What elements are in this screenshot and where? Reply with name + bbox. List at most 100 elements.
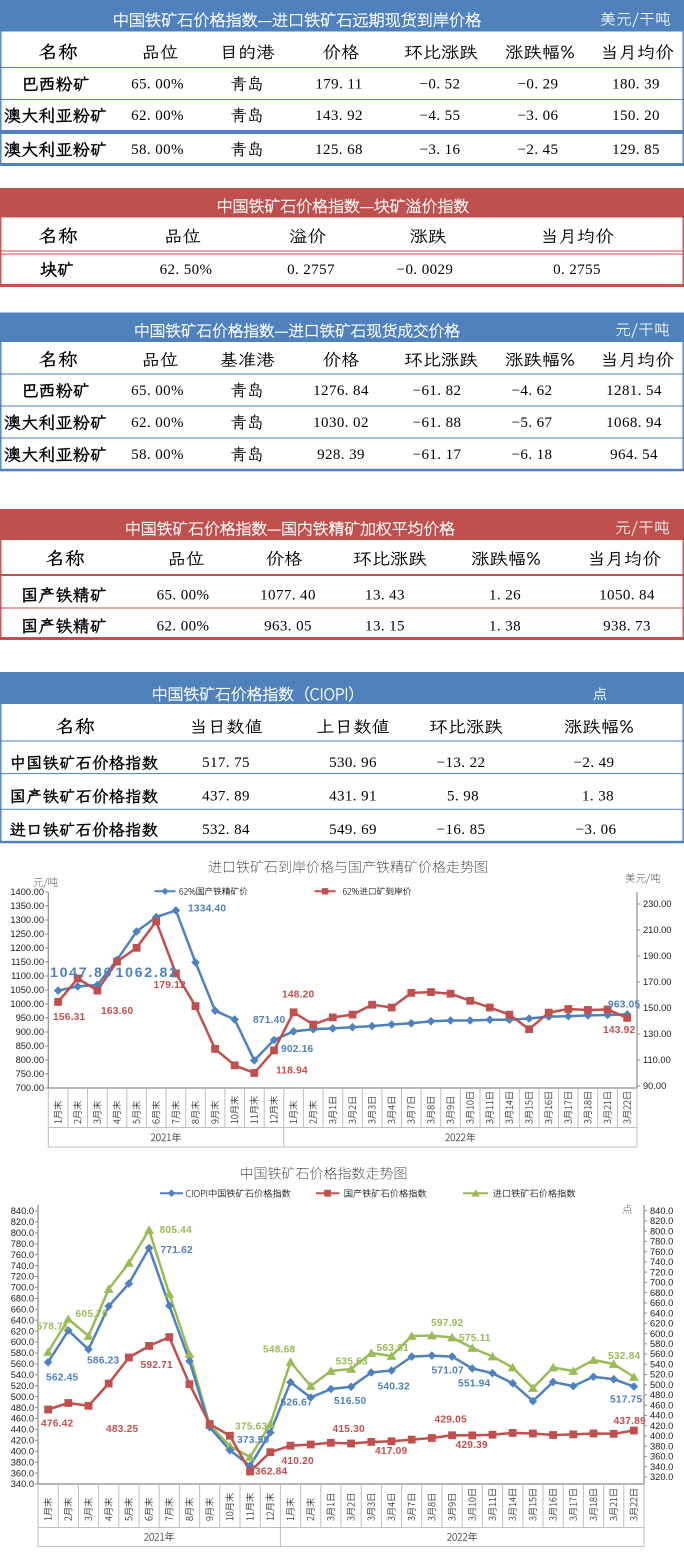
svg-text:964. 54: 964. 54 — [610, 447, 658, 463]
svg-text:65. 00%: 65. 00% — [131, 77, 184, 93]
svg-text:800.0: 800.0 — [11, 1228, 34, 1238]
svg-text:548.68: 548.68 — [263, 1345, 295, 1356]
svg-text:460.0: 460.0 — [11, 1414, 34, 1424]
svg-text:1030. 02: 1030. 02 — [313, 415, 369, 431]
svg-text:720.0: 720.0 — [11, 1272, 34, 1282]
svg-text:571.07: 571.07 — [432, 1366, 464, 1377]
svg-text:760.0: 760.0 — [650, 1247, 673, 1257]
svg-text:375.63: 375.63 — [235, 1422, 267, 1433]
svg-text:5. 98: 5. 98 — [447, 789, 479, 805]
svg-text:597.92: 597.92 — [431, 1318, 463, 1329]
svg-text:143.92: 143.92 — [603, 1025, 635, 1036]
svg-text:0. 2755: 0. 2755 — [553, 262, 601, 278]
svg-text:660.0: 660.0 — [11, 1304, 34, 1314]
svg-text:1150.00: 1150.00 — [11, 957, 44, 967]
svg-text:420.0: 420.0 — [650, 1421, 673, 1431]
svg-text:560.0: 560.0 — [650, 1349, 673, 1359]
svg-text:600.0: 600.0 — [650, 1329, 673, 1339]
svg-text:800.0: 800.0 — [650, 1226, 673, 1236]
svg-text:780.0: 780.0 — [650, 1237, 673, 1247]
svg-text:−6. 18: −6. 18 — [512, 447, 553, 463]
svg-text:420.0: 420.0 — [11, 1436, 34, 1446]
svg-text:500.0: 500.0 — [650, 1380, 673, 1390]
svg-text:680.0: 680.0 — [11, 1294, 34, 1304]
svg-text:−0. 52: −0. 52 — [420, 77, 461, 93]
svg-text:−13. 22: −13. 22 — [437, 755, 486, 771]
svg-text:360.0: 360.0 — [11, 1468, 34, 1478]
svg-text:1068. 94: 1068. 94 — [606, 415, 662, 431]
svg-text:640.0: 640.0 — [11, 1315, 34, 1325]
svg-text:560.0: 560.0 — [11, 1359, 34, 1369]
svg-text:605.70: 605.70 — [76, 1309, 108, 1320]
svg-text:170.00: 170.00 — [643, 977, 671, 987]
svg-text:820.0: 820.0 — [650, 1216, 673, 1226]
svg-text:−4. 55: −4. 55 — [420, 108, 461, 124]
svg-text:1077. 40: 1077. 40 — [260, 588, 316, 604]
svg-text:130.00: 130.00 — [643, 1029, 671, 1039]
svg-text:532.84: 532.84 — [608, 1351, 640, 1362]
svg-text:190.00: 190.00 — [643, 951, 671, 961]
svg-text:1400.00: 1400.00 — [10, 887, 44, 897]
svg-text:148.20: 148.20 — [282, 990, 314, 1001]
svg-text:1300.00: 1300.00 — [10, 915, 44, 925]
svg-text:540.0: 540.0 — [650, 1359, 673, 1369]
svg-text:90.00: 90.00 — [643, 1081, 666, 1091]
svg-text:−0. 0029: −0. 0029 — [397, 262, 454, 278]
svg-text:740.0: 740.0 — [11, 1261, 34, 1271]
svg-text:771.62: 771.62 — [161, 1245, 193, 1256]
svg-text:362.84: 362.84 — [255, 1467, 287, 1478]
svg-text:−3. 06: −3. 06 — [518, 108, 559, 124]
svg-text:360.0: 360.0 — [650, 1452, 673, 1462]
svg-text:963.05: 963.05 — [608, 1000, 640, 1011]
svg-text:129. 85: 129. 85 — [612, 142, 660, 158]
svg-text:417.09: 417.09 — [375, 1446, 407, 1457]
svg-text:−61. 88: −61. 88 — [413, 415, 462, 431]
svg-text:580.0: 580.0 — [11, 1348, 34, 1358]
svg-text:−2. 45: −2. 45 — [518, 142, 559, 158]
svg-text:1. 38: 1. 38 — [489, 619, 521, 635]
svg-text:156.31: 156.31 — [53, 1012, 85, 1023]
svg-text:−61. 17: −61. 17 — [413, 447, 462, 463]
svg-text:13. 43: 13. 43 — [365, 588, 405, 604]
svg-text:1. 26: 1. 26 — [489, 588, 521, 604]
svg-text:−2. 49: −2. 49 — [574, 755, 615, 771]
svg-text:680.0: 680.0 — [650, 1288, 673, 1298]
svg-text:586.23: 586.23 — [87, 1356, 119, 1367]
svg-text:1100.00: 1100.00 — [11, 971, 44, 981]
svg-text:900.00: 900.00 — [16, 1027, 44, 1037]
svg-text:540.32: 540.32 — [378, 1382, 410, 1393]
svg-text:1000.00: 1000.00 — [10, 999, 44, 1009]
svg-text:180. 39: 180. 39 — [612, 77, 660, 93]
svg-text:928. 39: 928. 39 — [317, 447, 365, 463]
svg-text:118.94: 118.94 — [276, 1066, 308, 1077]
svg-text:820.0: 820.0 — [11, 1217, 34, 1227]
svg-text:−61. 82: −61. 82 — [413, 383, 462, 399]
svg-text:440.0: 440.0 — [650, 1411, 673, 1421]
svg-text:0. 2757: 0. 2757 — [287, 262, 335, 278]
svg-text:1200.00: 1200.00 — [10, 943, 44, 953]
svg-text:592.71: 592.71 — [141, 1360, 173, 1371]
svg-text:65. 00%: 65. 00% — [157, 588, 210, 604]
svg-text:840.0: 840.0 — [650, 1206, 673, 1216]
svg-text:840.0: 840.0 — [11, 1206, 34, 1216]
svg-text:500.0: 500.0 — [11, 1392, 34, 1402]
svg-text:1250.00: 1250.00 — [10, 929, 44, 939]
svg-text:516.50: 516.50 — [334, 1396, 366, 1407]
svg-text:437.89: 437.89 — [614, 1416, 646, 1427]
svg-text:562.45: 562.45 — [46, 1373, 78, 1384]
svg-text:163.60: 163.60 — [101, 1006, 133, 1017]
svg-text:740.0: 740.0 — [650, 1257, 673, 1267]
svg-text:1047.80: 1047.80 — [50, 965, 113, 981]
svg-text:850.00: 850.00 — [16, 1041, 44, 1051]
svg-text:640.0: 640.0 — [650, 1308, 673, 1318]
svg-text:483.25: 483.25 — [106, 1424, 138, 1435]
svg-text:1. 38: 1. 38 — [582, 789, 614, 805]
svg-text:320.0: 320.0 — [650, 1472, 673, 1482]
svg-text:551.94: 551.94 — [458, 1379, 490, 1390]
svg-text:575.11: 575.11 — [459, 1333, 491, 1344]
svg-text:563.61: 563.61 — [377, 1343, 409, 1354]
svg-text:62. 50%: 62. 50% — [160, 262, 213, 278]
svg-text:400.0: 400.0 — [650, 1431, 673, 1441]
svg-text:526.67: 526.67 — [281, 1398, 313, 1409]
svg-text:62. 00%: 62. 00% — [131, 108, 184, 124]
